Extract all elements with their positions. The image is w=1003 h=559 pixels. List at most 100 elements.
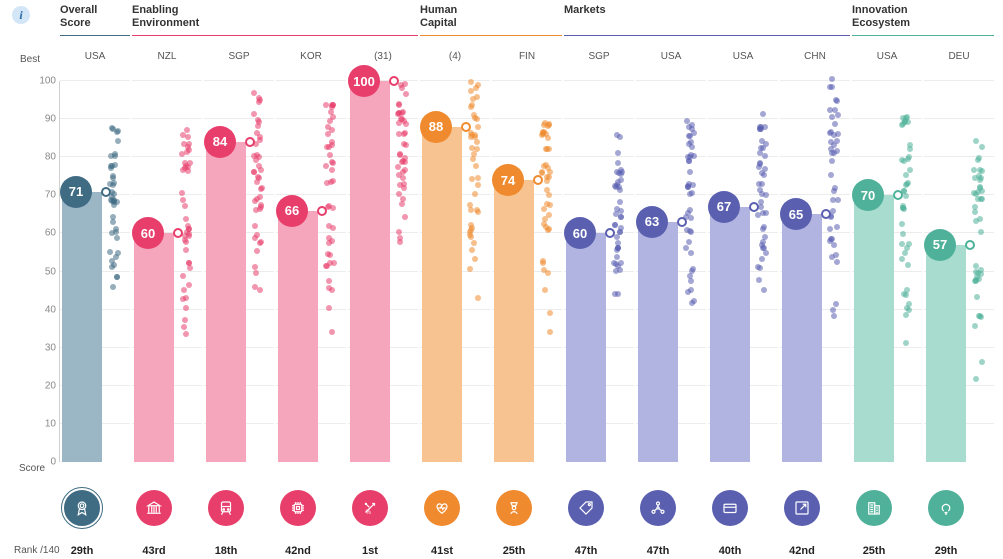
score-bar[interactable] — [62, 192, 102, 463]
distribution-dotstrip — [179, 81, 193, 462]
y-tick-label: 50 — [26, 266, 56, 277]
distribution-dotstrip — [395, 81, 409, 462]
column-top-label: KOR — [276, 51, 346, 62]
bulb-icon[interactable] — [928, 490, 964, 526]
category-underline — [852, 35, 994, 36]
score-bar[interactable] — [278, 211, 318, 462]
score-bar[interactable] — [854, 195, 894, 462]
y-tick-label: 30 — [26, 342, 56, 353]
column-top-label: SGP — [564, 51, 634, 62]
chart-column: SGP84 — [204, 81, 274, 462]
score-marker-ring — [389, 76, 399, 86]
distribution-dotstrip — [467, 81, 481, 462]
score-marker-ring — [245, 137, 255, 147]
rank-value: 43rd — [142, 545, 165, 557]
score-bar[interactable] — [206, 142, 246, 462]
y-tick-label: 70 — [26, 190, 56, 201]
building-icon[interactable] — [856, 490, 892, 526]
y-tick-label: 90 — [26, 114, 56, 125]
score-bar[interactable] — [350, 81, 390, 462]
score-badge: 65 — [780, 198, 812, 230]
chart-column: CHN65 — [780, 81, 850, 462]
score-marker-ring — [677, 217, 687, 227]
chart-column: USA63 — [636, 81, 706, 462]
score-badge: 60 — [564, 217, 596, 249]
category-headers: OverallScoreEnablingEnvironmentHumanCapi… — [0, 4, 1003, 34]
score-bar[interactable] — [710, 207, 750, 462]
distribution-dotstrip — [899, 81, 913, 462]
rank-value: 18th — [215, 545, 238, 557]
bank-icon[interactable] — [136, 490, 172, 526]
rank-value: 29th — [71, 545, 94, 557]
nodes-icon[interactable] — [640, 490, 676, 526]
svg-text:%: % — [366, 510, 372, 516]
chart-column: (4)88 — [420, 81, 490, 462]
score-marker-ring — [749, 202, 759, 212]
ribbon-icon[interactable] — [64, 490, 100, 526]
y-tick-label: 100 — [26, 76, 56, 87]
best-axis-label: Best — [20, 54, 40, 65]
chart-column: SGP60 — [564, 81, 634, 462]
score-marker-ring — [533, 175, 543, 185]
score-badge: 74 — [492, 164, 524, 196]
distribution-dotstrip — [107, 81, 121, 462]
card-icon[interactable] — [712, 490, 748, 526]
column-top-label: NZL — [132, 51, 202, 62]
score-badge: 71 — [60, 176, 92, 208]
rank-value: 1st — [362, 545, 378, 557]
y-tick-label: 20 — [26, 380, 56, 391]
column-top-label: USA — [636, 51, 706, 62]
rank-value: 47th — [647, 545, 670, 557]
column-top-label: USA — [852, 51, 922, 62]
chart-column: (31)100 — [348, 81, 418, 462]
score-bar[interactable] — [566, 233, 606, 462]
column-top-label: (31) — [348, 51, 418, 62]
rank-value: 41st — [431, 545, 453, 557]
score-badge: 60 — [132, 217, 164, 249]
distribution-dotstrip — [971, 81, 985, 462]
arrow-icon[interactable]: % — [352, 490, 388, 526]
heart-icon[interactable] — [424, 490, 460, 526]
score-bar[interactable] — [782, 214, 822, 462]
y-tick-label: 60 — [26, 228, 56, 239]
score-bar[interactable] — [494, 180, 534, 462]
score-badge: 70 — [852, 179, 884, 211]
score-bar[interactable] — [422, 127, 462, 462]
expand-icon[interactable] — [784, 490, 820, 526]
rank-value: 47th — [575, 545, 598, 557]
category-header: Markets — [564, 4, 606, 17]
column-top-label: USA — [60, 51, 130, 62]
category-underline — [420, 35, 562, 36]
score-badge: 63 — [636, 206, 668, 238]
score-bar[interactable] — [926, 245, 966, 462]
category-underline — [564, 35, 850, 36]
score-bar[interactable] — [134, 233, 174, 462]
distribution-dotstrip — [611, 81, 625, 462]
score-marker-ring — [461, 122, 471, 132]
score-badge: 67 — [708, 191, 740, 223]
chart-column: FIN74 — [492, 81, 562, 462]
score-badge: 100 — [348, 65, 380, 97]
rank-axis-label: Rank /140 — [14, 545, 60, 556]
tag-icon[interactable] — [568, 490, 604, 526]
score-bar[interactable] — [638, 222, 678, 462]
train-icon[interactable] — [208, 490, 244, 526]
person-icon[interactable] — [496, 490, 532, 526]
rank-value: 42nd — [789, 545, 815, 557]
category-underline — [60, 35, 130, 36]
score-marker-ring — [173, 228, 183, 238]
column-top-label: FIN — [492, 51, 562, 62]
chart-column: NZL60 — [132, 81, 202, 462]
column-top-label: CHN — [780, 51, 850, 62]
chart-column: DEU57 — [924, 81, 994, 462]
column-top-label: SGP — [204, 51, 274, 62]
chip-icon[interactable] — [280, 490, 316, 526]
y-tick-label: 40 — [26, 304, 56, 315]
score-marker-ring — [317, 206, 327, 216]
score-badge: 66 — [276, 195, 308, 227]
distribution-dotstrip — [323, 81, 337, 462]
score-marker-ring — [965, 240, 975, 250]
score-marker-ring — [893, 190, 903, 200]
score-marker-ring — [821, 209, 831, 219]
y-tick-label: 80 — [26, 152, 56, 163]
